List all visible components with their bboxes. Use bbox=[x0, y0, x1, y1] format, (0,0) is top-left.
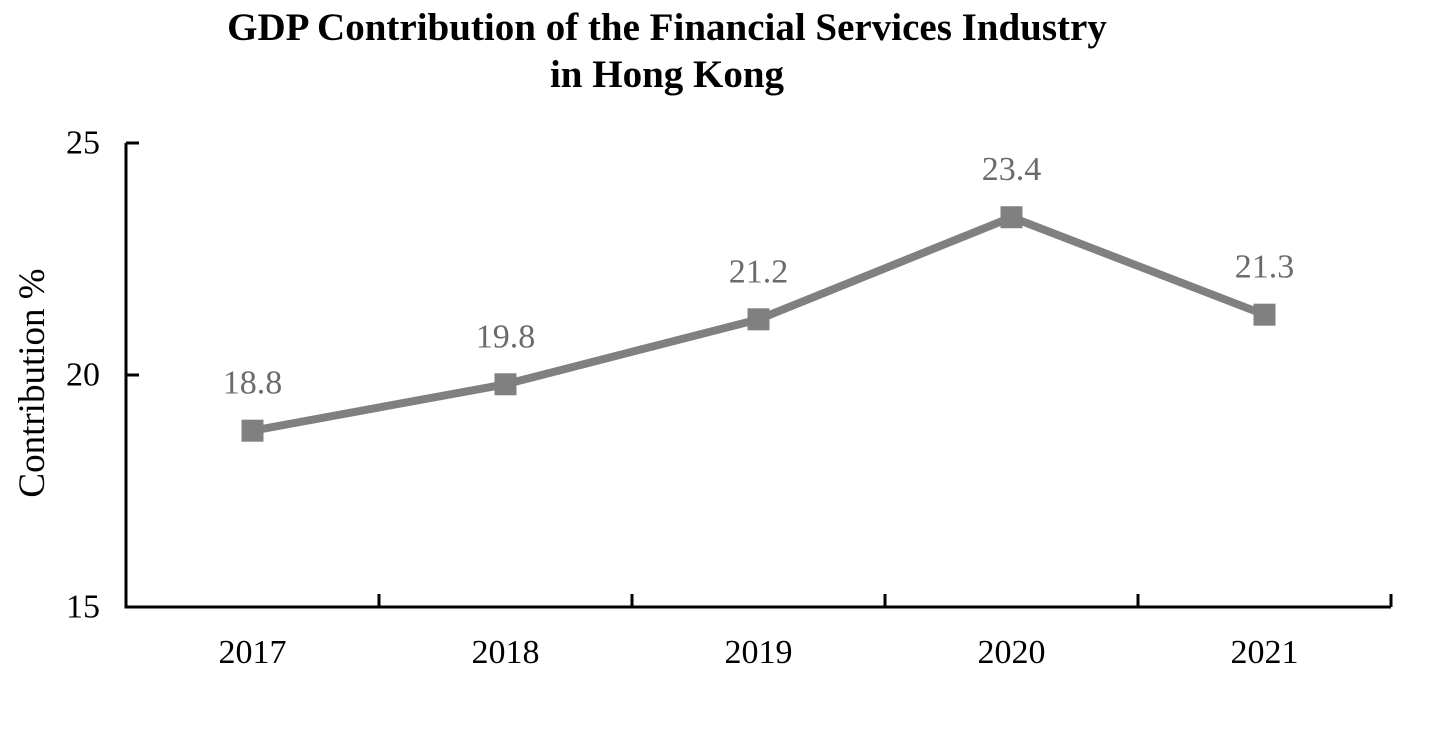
chart-title: GDP Contribution of the Financial Servic… bbox=[0, 4, 1334, 98]
x-tick-label: 2020 bbox=[978, 634, 1046, 671]
data-label: 19.8 bbox=[476, 318, 536, 355]
data-label: 21.3 bbox=[1235, 249, 1295, 286]
data-point-marker bbox=[1253, 303, 1276, 326]
y-tick-label: 20 bbox=[66, 357, 100, 394]
x-tick-label: 2019 bbox=[725, 634, 793, 671]
chart-title-line1: GDP Contribution of the Financial Servic… bbox=[227, 6, 1107, 49]
x-tick-label: 2021 bbox=[1231, 634, 1299, 671]
x-tick-label: 2018 bbox=[472, 634, 540, 671]
data-label: 21.2 bbox=[729, 253, 789, 290]
data-label: 18.8 bbox=[223, 365, 283, 402]
data-point-marker bbox=[1000, 206, 1023, 229]
y-tick-label: 15 bbox=[66, 589, 100, 626]
data-label: 23.4 bbox=[982, 151, 1042, 188]
data-point-marker bbox=[747, 308, 770, 331]
y-tick-label: 25 bbox=[66, 125, 100, 162]
axis-lines bbox=[124, 143, 1391, 609]
chart-title-line2: in Hong Kong bbox=[549, 53, 785, 96]
data-point-marker bbox=[241, 419, 264, 442]
x-tick-label: 2017 bbox=[219, 634, 287, 671]
data-point-marker bbox=[494, 373, 517, 396]
